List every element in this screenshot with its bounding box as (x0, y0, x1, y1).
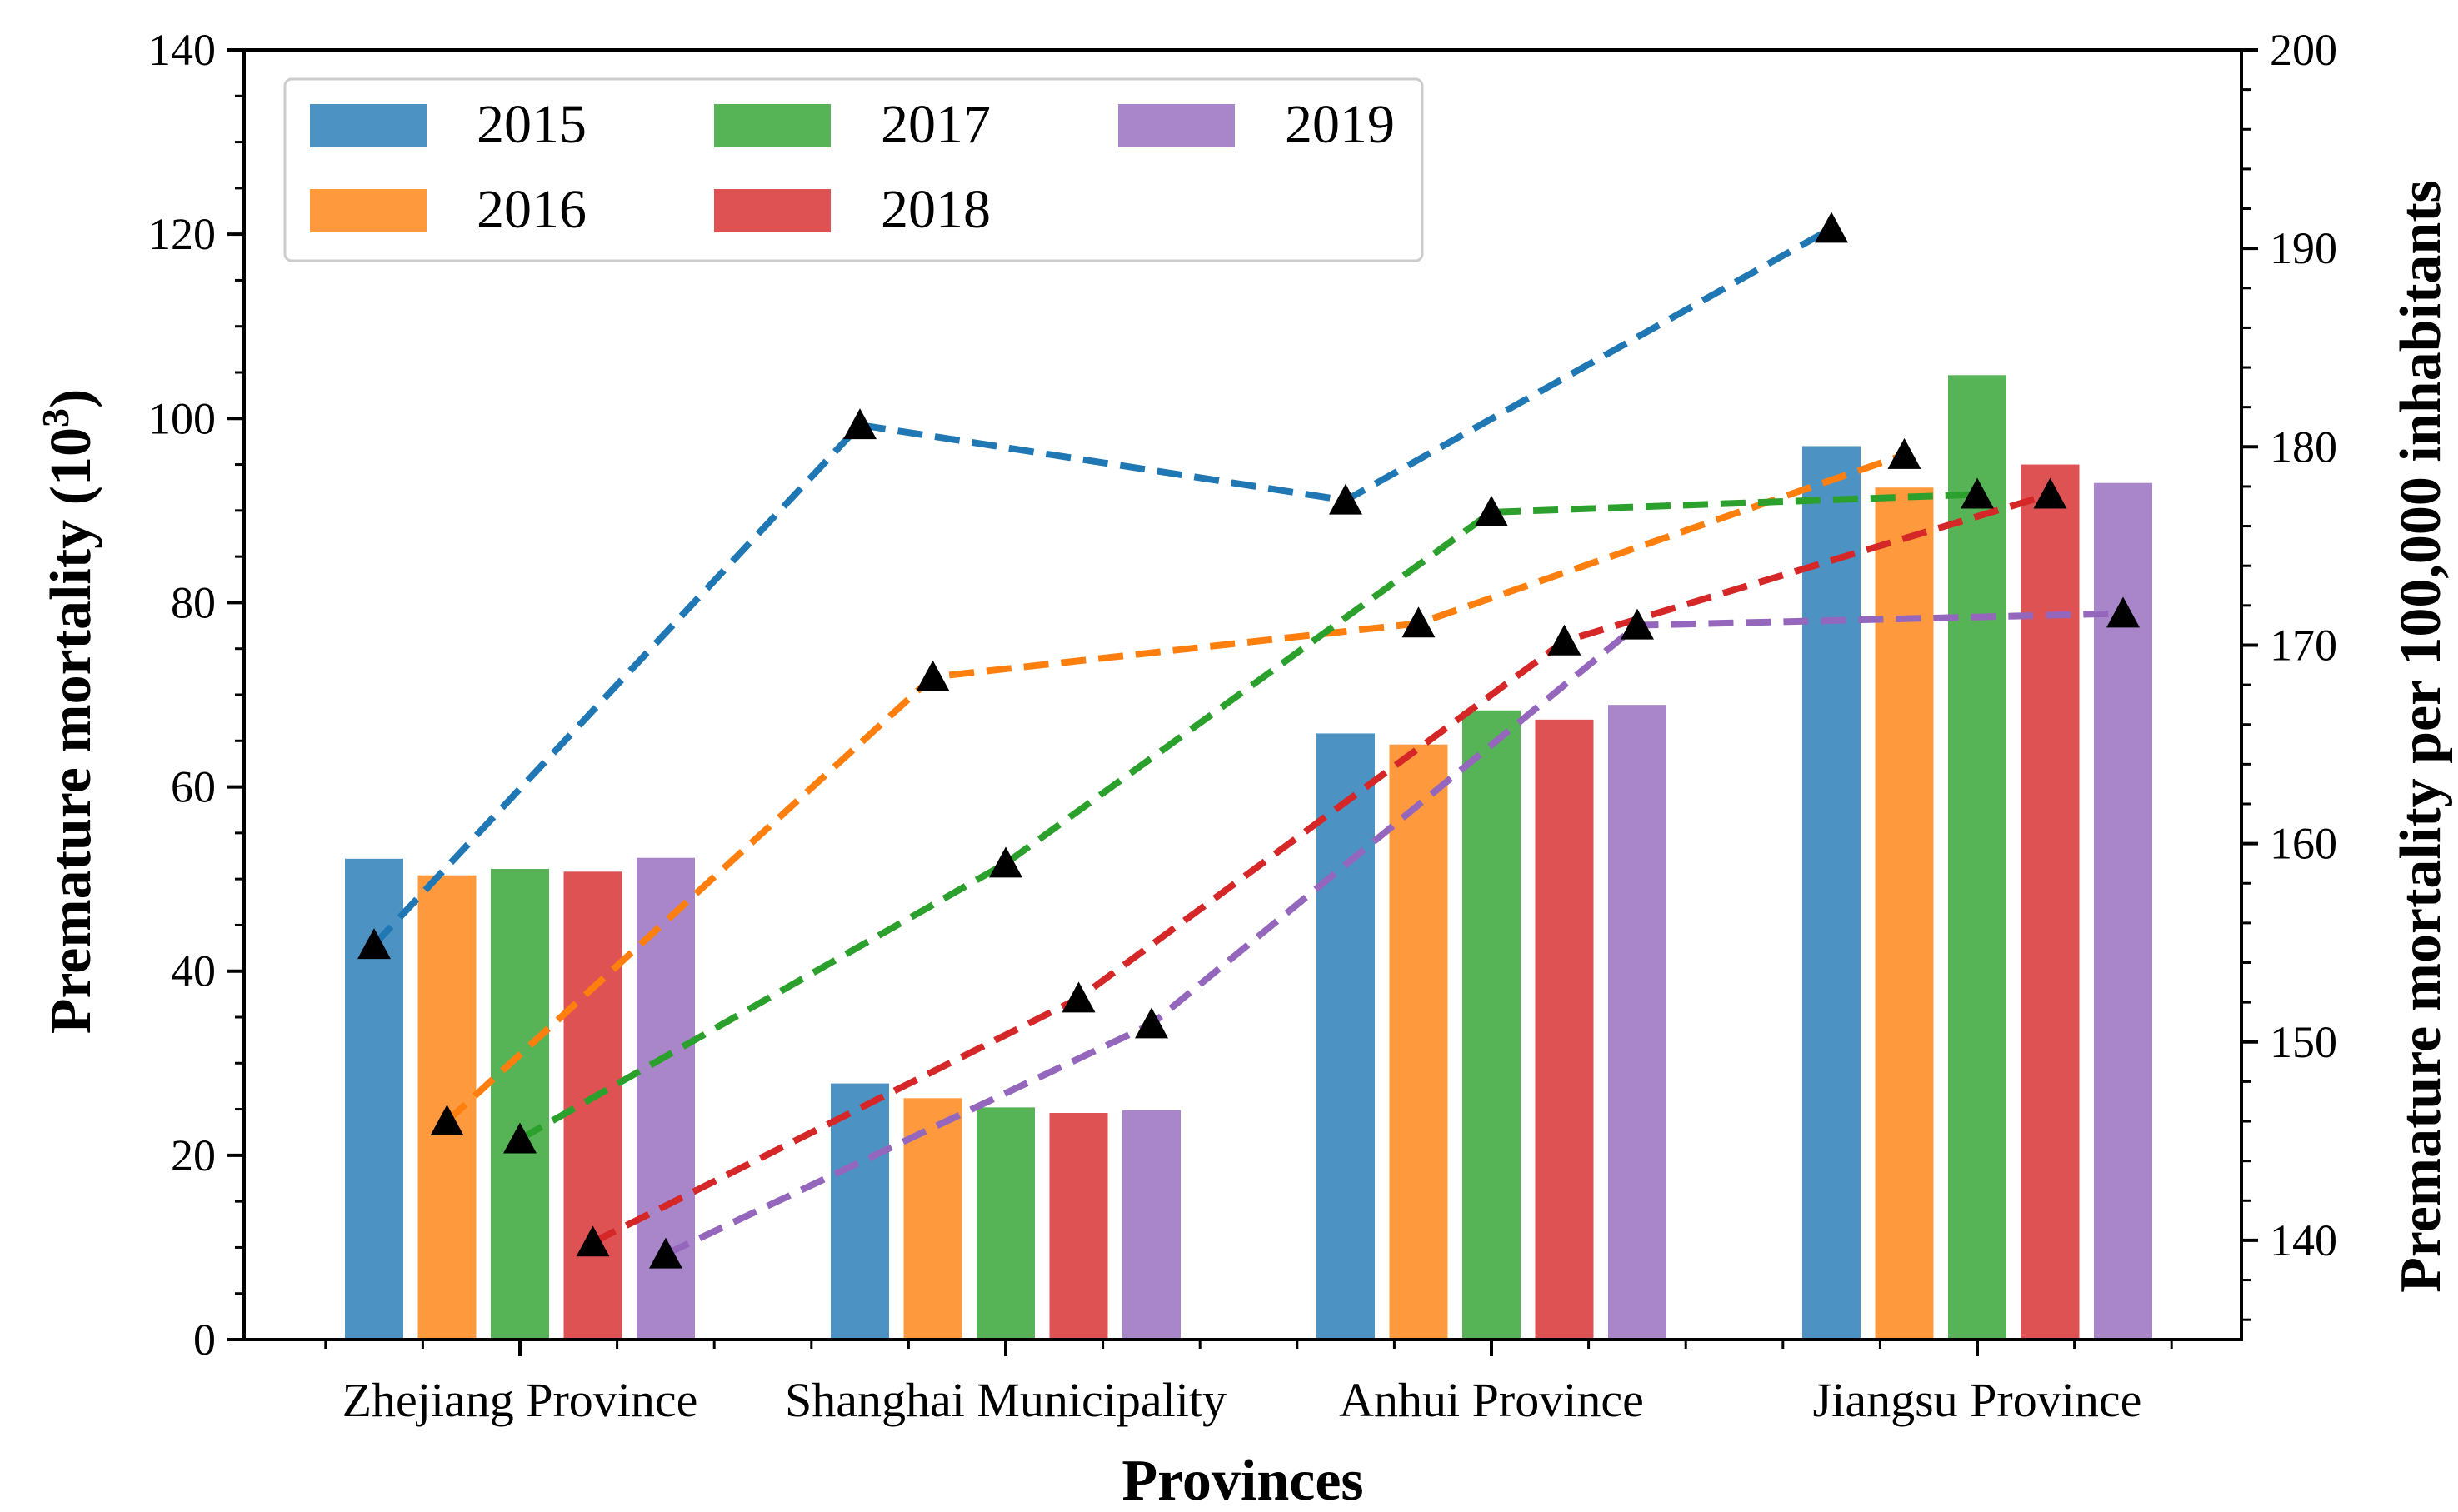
legend-label-2016: 2016 (477, 179, 587, 240)
x-tick-label-3: Anhui Province (1339, 1373, 1644, 1427)
legend-swatch-2019 (1118, 104, 1235, 147)
line-2017 (518, 491, 1978, 1142)
x-axis: Zhejiang Province Shanghai Municipality An… (324, 1340, 2173, 1427)
y-tick-label-0: 0 (193, 1315, 216, 1365)
bar-2015-4 (1802, 446, 1861, 1340)
y-tick-label-140: 140 (148, 25, 216, 75)
bars-layer (345, 375, 2152, 1340)
marker-2017-4 (1961, 477, 1994, 509)
marker-2015-1 (357, 928, 391, 960)
marker-2019-2 (1135, 1007, 1168, 1039)
marker-2016-4 (1887, 437, 1921, 469)
bar-2016-3 (1389, 744, 1448, 1340)
line-2015 (372, 225, 1833, 947)
bar-2019-2 (1122, 1110, 1181, 1340)
y-axis-title: Premature mortality (103) (34, 389, 103, 1035)
lines-layer (372, 225, 2124, 1258)
marker-2015-4 (1815, 212, 1848, 243)
marker-2018-2 (1062, 981, 1096, 1013)
marker-2017-1 (503, 1122, 537, 1154)
marker-2016-2 (916, 660, 950, 691)
marker-2016-1 (430, 1105, 464, 1136)
line-2019 (664, 610, 2124, 1258)
y-axis-title-close: ) (39, 389, 103, 408)
marker-2019-3 (1621, 608, 1654, 640)
marker-2015-3 (1329, 483, 1362, 515)
legend-label-2017: 2017 (881, 94, 991, 155)
bar-2015-2 (831, 1083, 889, 1340)
bar-2017-2 (977, 1107, 1035, 1340)
bar-2017-4 (1948, 375, 2006, 1340)
y2-tick-label-170: 170 (2270, 620, 2337, 670)
y-axis-title-main: Premature mortality (10 (39, 427, 103, 1034)
marker-2019-4 (2106, 596, 2140, 628)
marker-2017-3 (1475, 495, 1508, 526)
y-tick-label-60: 60 (171, 762, 216, 812)
right-axis: 140 150 160 170 180 190 200 (2241, 25, 2337, 1321)
line-2016 (444, 452, 1906, 1124)
x-axis-title: Provinces (1122, 1449, 1363, 1512)
legend-box (283, 77, 1424, 262)
left-axis: 0 20 40 60 80 100 120 140 (148, 25, 244, 1365)
bar-2019-3 (1608, 705, 1666, 1340)
marker-2016-3 (1401, 606, 1436, 638)
y2-tick-label-160: 160 (2270, 819, 2337, 869)
y-tick-label-20: 20 (171, 1130, 216, 1180)
marker-2017-2 (989, 846, 1022, 878)
marker-2015-2 (843, 408, 877, 440)
y2-tick-label-190: 190 (2270, 223, 2337, 273)
y2-tick-label-150: 150 (2270, 1017, 2337, 1067)
line-2018 (591, 491, 2051, 1245)
bar-2017-3 (1462, 710, 1521, 1340)
marker-2018-1 (576, 1225, 610, 1257)
y-tick-label-40: 40 (171, 946, 216, 996)
markers-layer (357, 212, 2140, 1269)
y2-axis-title: Premature mortality per 100,000 inhabita… (2389, 180, 2453, 1293)
y2-tick-label-200: 200 (2270, 25, 2337, 75)
legend-label-2015: 2015 (477, 94, 587, 155)
x-tick-label-2: Shanghai Municipality (785, 1373, 1227, 1427)
y2-tick-label-180: 180 (2270, 422, 2337, 472)
x-tick-label-4: Jiangsu Province (1813, 1373, 2142, 1427)
x-tick-label-1: Zhejiang Province (342, 1373, 698, 1427)
bar-2016-4 (1875, 487, 1934, 1340)
legend-swatch-2015 (310, 104, 427, 147)
bar-2015-3 (1316, 733, 1375, 1340)
bar-2018-1 (563, 871, 622, 1340)
bar-2018-4 (2021, 464, 2080, 1340)
y-axis-title-superscript: 3 (34, 408, 77, 427)
marker-2018-3 (1547, 624, 1581, 656)
bar-2017-1 (491, 868, 549, 1340)
bar-2018-3 (1535, 719, 1594, 1340)
y2-tick-label-140: 140 (2270, 1215, 2337, 1265)
legend-label-2019: 2019 (1285, 94, 1395, 155)
y-tick-label-80: 80 (171, 577, 216, 627)
y-tick-label-120: 120 (148, 209, 216, 259)
legend-label-2018: 2018 (881, 179, 991, 240)
legend: 2015 2016 2017 2018 2019 (283, 77, 1424, 262)
bar-2018-2 (1049, 1112, 1108, 1340)
y-tick-label-100: 100 (148, 393, 216, 443)
marker-2018-4 (2033, 477, 2067, 509)
legend-swatch-2018 (714, 189, 831, 232)
legend-swatch-2016 (310, 189, 427, 232)
marker-2019-1 (649, 1237, 682, 1269)
legend-swatch-2017 (714, 104, 831, 147)
